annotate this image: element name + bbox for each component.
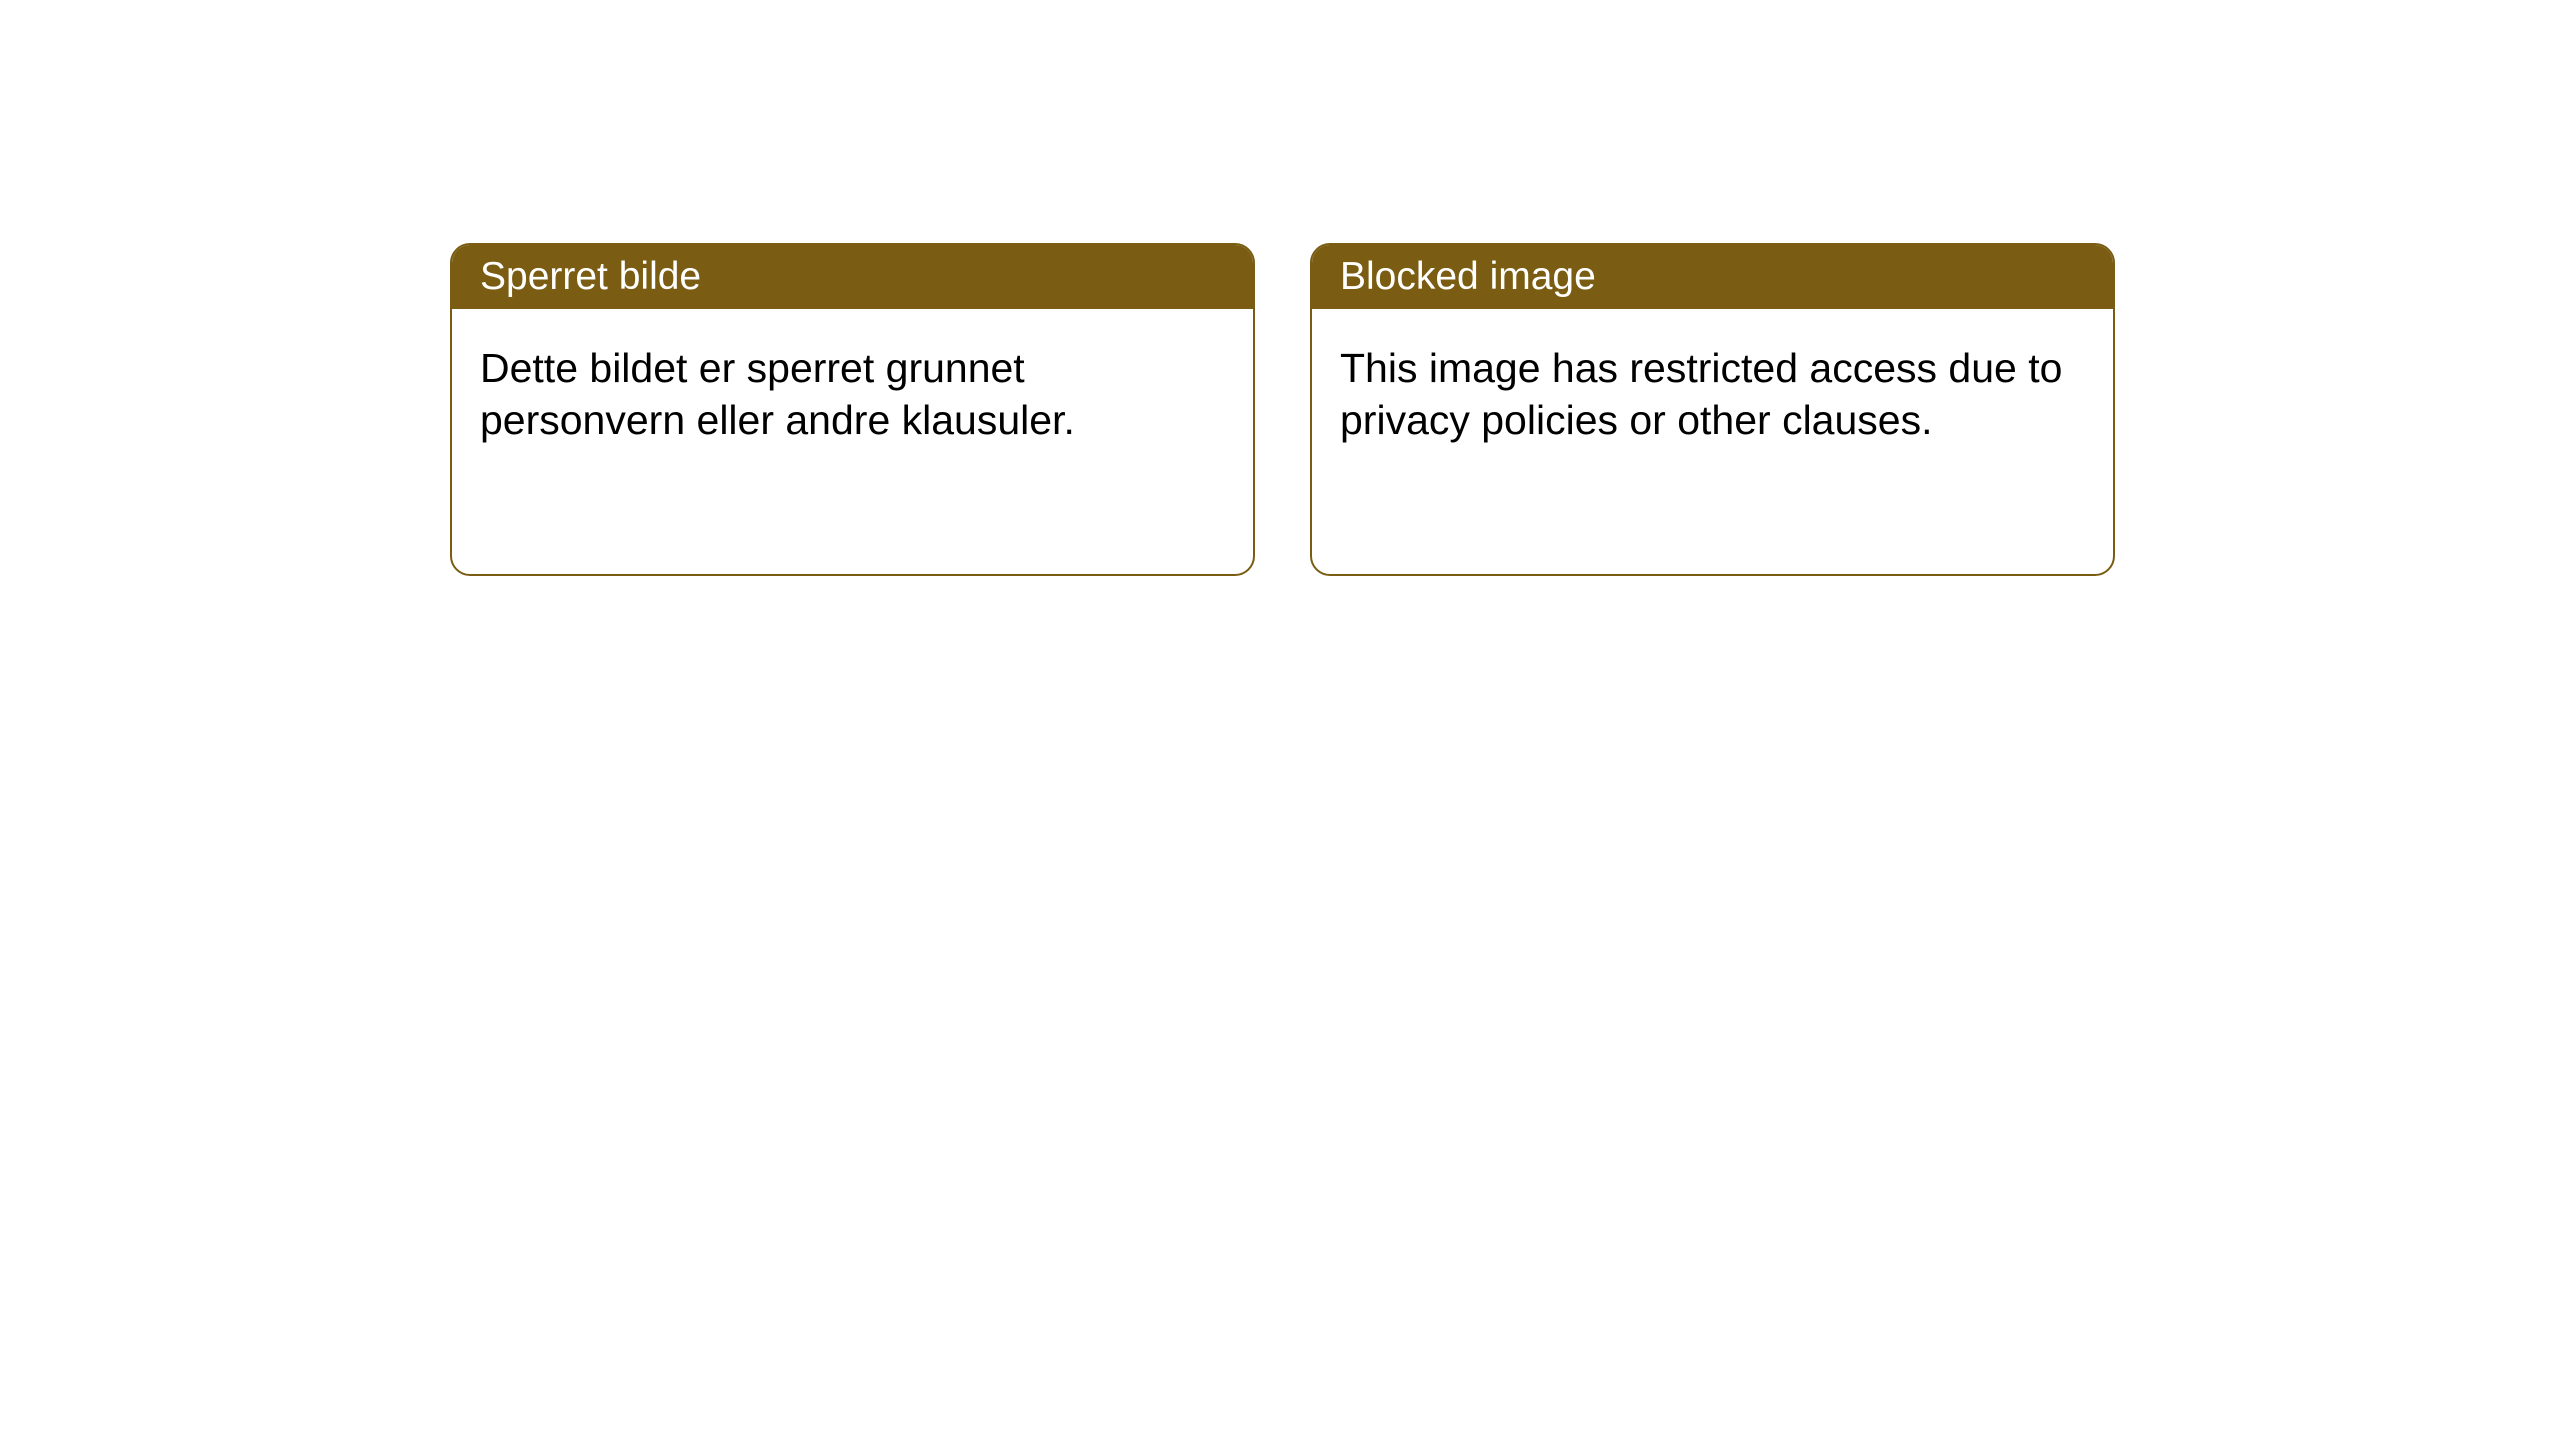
notice-card-norwegian: Sperret bilde Dette bildet er sperret gr…: [450, 243, 1255, 576]
notice-cards-container: Sperret bilde Dette bildet er sperret gr…: [450, 243, 2115, 576]
card-body-text: Dette bildet er sperret grunnet personve…: [480, 345, 1075, 443]
card-body-text: This image has restricted access due to …: [1340, 345, 2062, 443]
notice-card-english: Blocked image This image has restricted …: [1310, 243, 2115, 576]
card-header: Blocked image: [1312, 245, 2113, 309]
card-body: Dette bildet er sperret grunnet personve…: [452, 309, 1253, 480]
card-title: Blocked image: [1340, 255, 1596, 298]
card-body: This image has restricted access due to …: [1312, 309, 2113, 480]
card-header: Sperret bilde: [452, 245, 1253, 309]
card-title: Sperret bilde: [480, 255, 701, 298]
